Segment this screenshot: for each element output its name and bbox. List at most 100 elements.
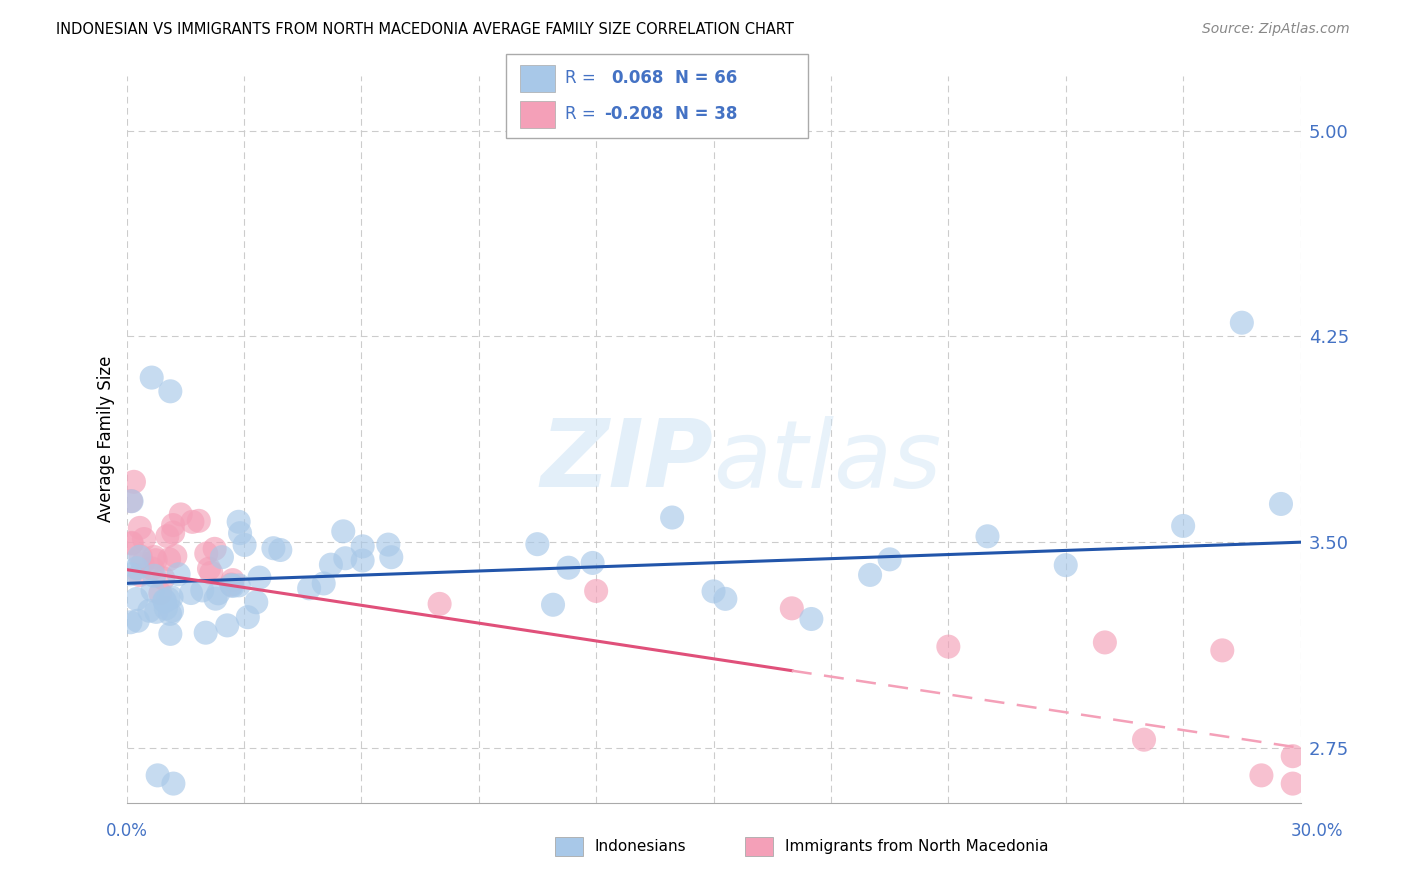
Text: Indonesians: Indonesians: [595, 839, 686, 854]
Point: [936, 640, 959, 654]
Point: [319, 558, 342, 572]
Point: [352, 540, 374, 554]
Point: [236, 610, 259, 624]
Point: [1094, 635, 1116, 649]
Point: [128, 521, 150, 535]
Point: [1211, 643, 1233, 657]
Point: [298, 582, 321, 596]
Point: [233, 538, 256, 552]
Point: [127, 614, 149, 628]
Point: [800, 612, 823, 626]
Point: [262, 541, 284, 556]
Point: [221, 578, 243, 592]
Point: [204, 541, 226, 556]
Text: N = 66: N = 66: [675, 70, 737, 87]
Point: [157, 591, 180, 606]
Point: [121, 536, 143, 550]
Point: [121, 494, 143, 508]
Point: [120, 615, 142, 630]
Point: [1133, 732, 1156, 747]
Point: [879, 552, 901, 566]
Text: N = 38: N = 38: [675, 105, 737, 123]
Point: [181, 515, 204, 529]
Point: [859, 568, 882, 582]
Point: [377, 538, 399, 552]
Point: [162, 525, 184, 540]
Point: [194, 625, 217, 640]
Point: [159, 627, 181, 641]
Point: [129, 549, 152, 564]
Point: [380, 550, 402, 565]
Point: [125, 561, 148, 575]
Text: INDONESIAN VS IMMIGRANTS FROM NORTH MACEDONIA AVERAGE FAMILY SIZE CORRELATION CH: INDONESIAN VS IMMIGRANTS FROM NORTH MACE…: [56, 22, 794, 37]
Point: [200, 566, 222, 580]
Point: [702, 584, 725, 599]
Point: [155, 601, 177, 615]
Point: [143, 549, 166, 564]
Point: [526, 537, 548, 551]
Point: [128, 549, 150, 564]
Point: [229, 526, 252, 541]
Y-axis label: Average Family Size: Average Family Size: [97, 356, 115, 523]
Point: [152, 571, 174, 585]
Point: [204, 591, 226, 606]
Point: [714, 591, 737, 606]
Point: [1250, 768, 1272, 782]
Point: [141, 561, 163, 575]
Point: [132, 532, 155, 546]
Text: 0.068: 0.068: [612, 70, 664, 87]
Point: [219, 577, 242, 591]
Point: [131, 556, 153, 570]
Text: atlas: atlas: [713, 416, 942, 507]
Point: [557, 560, 579, 574]
Point: [128, 568, 150, 582]
Point: [228, 578, 250, 592]
Point: [228, 515, 250, 529]
Point: [153, 593, 176, 607]
Point: [159, 607, 181, 621]
Text: ZIP: ZIP: [541, 415, 713, 508]
Point: [249, 570, 271, 584]
Point: [1281, 776, 1303, 790]
Point: [191, 583, 214, 598]
Text: Immigrants from North Macedonia: Immigrants from North Macedonia: [785, 839, 1047, 854]
Text: R =: R =: [565, 105, 596, 123]
Point: [207, 586, 229, 600]
Point: [1270, 497, 1292, 511]
Point: [585, 583, 607, 598]
Text: 30.0%: 30.0%: [1291, 822, 1343, 840]
Point: [1054, 558, 1077, 573]
Text: 0.0%: 0.0%: [105, 822, 148, 840]
Point: [120, 536, 142, 550]
Point: [198, 562, 221, 576]
Point: [120, 494, 142, 508]
Point: [145, 553, 167, 567]
Point: [976, 529, 998, 543]
Point: [167, 567, 190, 582]
Point: [145, 605, 167, 619]
Point: [1230, 316, 1253, 330]
Point: [160, 591, 183, 605]
Point: [429, 597, 451, 611]
Point: [138, 604, 160, 618]
Point: [1281, 749, 1303, 764]
Point: [581, 556, 603, 570]
Text: -0.208: -0.208: [605, 105, 664, 123]
Point: [335, 551, 357, 566]
Point: [541, 598, 564, 612]
Point: [149, 586, 172, 600]
Point: [195, 547, 218, 561]
Point: [162, 776, 184, 790]
Point: [661, 510, 683, 524]
Point: [160, 604, 183, 618]
Point: [122, 475, 145, 489]
Point: [156, 529, 179, 543]
Point: [269, 543, 291, 558]
Point: [165, 549, 187, 563]
Point: [170, 508, 193, 522]
Point: [217, 618, 239, 632]
Point: [153, 594, 176, 608]
Point: [162, 518, 184, 533]
Point: [221, 579, 243, 593]
Point: [211, 550, 233, 565]
